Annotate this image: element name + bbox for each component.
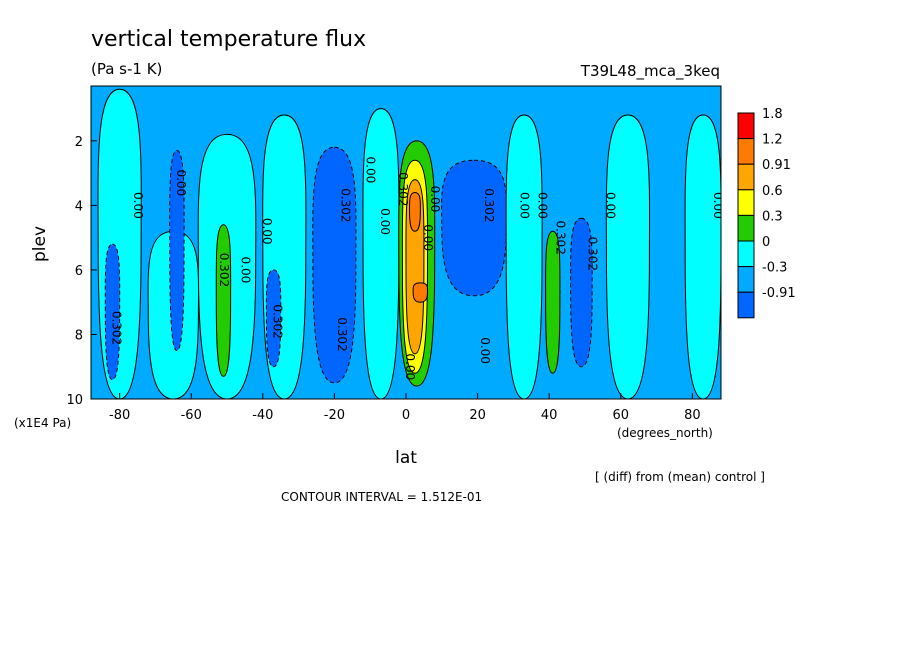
colorbar-swatch: [737, 214, 755, 242]
contour-label: 0.00: [364, 157, 378, 184]
contour-label: 0.00: [478, 337, 492, 364]
contour-label: 0.00: [428, 186, 442, 213]
x-tick-label: 60: [612, 408, 629, 423]
colorbar-label: -0.91: [762, 286, 796, 301]
colorbar-swatch: [737, 266, 755, 293]
colorbar-label: 0.3: [762, 209, 783, 224]
contour-region: [441, 159, 507, 297]
run-id-label: T39L48_mca_3keq: [580, 62, 720, 81]
x-tick-label: 40: [541, 408, 558, 423]
colorbar-legend: 1.8 1.2 0.91 0.6 0.3 0 -0.3 -0.91: [737, 107, 796, 319]
y-axis-units: (x1E4 Pa): [14, 416, 71, 430]
x-tick-label: -20: [324, 408, 345, 423]
contour-region: [97, 88, 142, 399]
contour-label: 0.00: [603, 192, 617, 219]
colorbar-swatch: [737, 291, 755, 319]
x-axis-label: lat: [395, 448, 417, 468]
contour-label: 0.00: [260, 218, 274, 245]
contour-label: 0.302: [217, 253, 231, 287]
contour-label: 0.302: [335, 317, 349, 351]
contour-label: 0.302: [271, 304, 285, 338]
colorbar-swatch: [737, 138, 755, 165]
contour-label: 0.00: [378, 208, 392, 235]
x-tick-label: 20: [469, 408, 486, 423]
y-axis-ticks: 2 4 6 8 10: [66, 135, 97, 408]
contour-label: 0.302: [339, 188, 353, 222]
y-tick-label: 2: [75, 135, 83, 150]
x-tick-label: -60: [181, 408, 202, 423]
contour-region: [570, 217, 593, 368]
colorbar-label: -0.3: [762, 261, 787, 276]
contour-region: [215, 224, 232, 377]
contour-region: [505, 114, 543, 399]
contour-regions: [97, 88, 721, 399]
x-tick-label: 0: [402, 408, 410, 423]
x-axis-units: (degrees_north): [617, 426, 713, 440]
x-axis-ticks: -80 -60 -40 -20 0 20 40 60 80: [109, 393, 701, 423]
contour-label: 0.00: [131, 192, 145, 219]
colorbar-label: 0.91: [762, 158, 791, 173]
contour-label: 0.00: [535, 192, 549, 219]
contour-region: [312, 146, 357, 384]
y-tick-label: 8: [75, 328, 83, 343]
contour-region: [265, 269, 282, 368]
contour-interval-label: CONTOUR INTERVAL = 1.512E-01: [281, 490, 482, 504]
contour-label: 0.302: [586, 237, 600, 271]
contour-label: 0.00: [174, 169, 188, 196]
y-tick-label: 10: [66, 393, 83, 408]
contour-region: [104, 243, 121, 381]
contour-region: [684, 114, 721, 399]
contour-label: 0.302: [396, 172, 410, 206]
contour-label: 0.00: [711, 192, 725, 219]
colorbar-label: 0.6: [762, 184, 783, 199]
contour-region: [362, 108, 400, 399]
colorbar-swatch: [737, 240, 755, 268]
x-tick-label: -40: [252, 408, 273, 423]
contour-region: [409, 191, 421, 232]
contour-label: 0.00: [518, 192, 532, 219]
contour-label: 0.00: [403, 353, 417, 380]
y-tick-label: 6: [75, 264, 83, 279]
contour-label: 0.00: [238, 257, 252, 284]
colorbar-label: 1.2: [762, 133, 783, 148]
colorbar-label: 1.8: [762, 107, 783, 122]
contour-region: [605, 114, 651, 399]
units-label: (Pa s-1 K): [91, 60, 162, 78]
contour-label: 0.302: [553, 220, 567, 254]
difference-note: [ (diff) from (mean) control ]: [595, 470, 765, 484]
contour-label: 0.302: [109, 311, 123, 345]
contour-region: [169, 150, 185, 352]
x-tick-label: -80: [109, 408, 130, 423]
colorbar-swatch: [737, 189, 755, 216]
contour-label: 0.00: [421, 224, 435, 251]
chart-title: vertical temperature flux: [91, 27, 366, 52]
colorbar-swatch: [737, 163, 755, 191]
contour-region: [545, 230, 561, 374]
contour-region: [412, 282, 429, 303]
colorbar-swatch: [737, 112, 755, 140]
x-tick-label: 80: [684, 408, 701, 423]
y-tick-label: 4: [75, 199, 83, 214]
y-axis-label: plev: [30, 226, 50, 262]
colorbar-label: 0: [762, 235, 770, 250]
contour-label: 0.302: [482, 188, 496, 222]
